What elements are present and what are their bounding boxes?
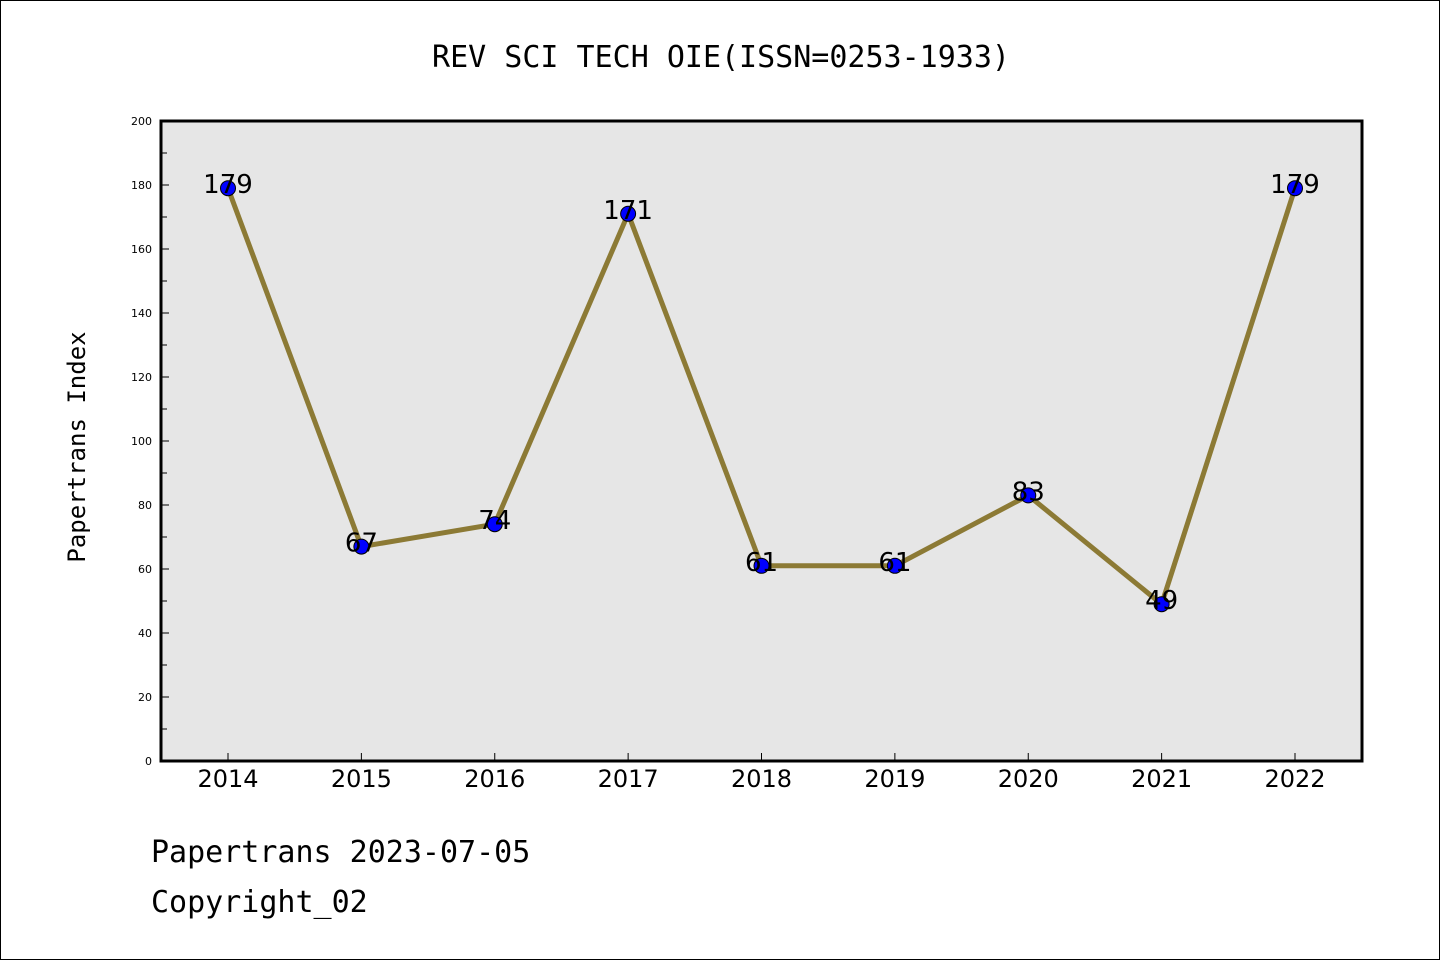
- data-point-2022: [1287, 180, 1303, 197]
- series-markers: [220, 180, 1303, 613]
- line-segment: [892, 492, 1031, 569]
- data-point-2016: [486, 516, 503, 533]
- plot-area: [159, 119, 1364, 763]
- y-tick-label: 180: [131, 179, 152, 192]
- series-line: [225, 185, 1298, 607]
- y-tick-label: 200: [131, 115, 152, 128]
- x-tick-label: 2017: [598, 765, 659, 793]
- x-tick-label: 2021: [1131, 765, 1192, 793]
- line-segment: [1025, 492, 1165, 607]
- y-tick-label: 160: [131, 243, 152, 256]
- data-label-2021: 49: [1145, 586, 1178, 616]
- data-labels: 179 67 74 171 61 61 83 49 179: [203, 170, 1320, 616]
- footer-copyright: Copyright_02: [151, 885, 368, 920]
- data-label-2022: 179: [1270, 170, 1320, 200]
- line-segment: [358, 521, 498, 550]
- y-tick-label: 20: [138, 691, 152, 704]
- x-tick-label: 2019: [864, 765, 925, 793]
- y-tick-label: 140: [131, 307, 152, 320]
- y-axis-label: Papertrans Index: [63, 331, 91, 562]
- data-point-2021: [1153, 596, 1170, 613]
- data-label-2017: 171: [603, 196, 653, 226]
- footer-date: Papertrans 2023-07-05: [151, 835, 531, 870]
- y-tick-label: 60: [138, 563, 152, 576]
- x-tick-label: 2015: [331, 765, 392, 793]
- data-point-2014: [220, 180, 236, 197]
- data-label-2015: 67: [345, 529, 378, 559]
- y-axis: 0 20 40 60 80 100 120 140 160 180 200: [131, 115, 169, 768]
- data-point-2020: [1020, 487, 1037, 504]
- data-label-2014: 179: [203, 170, 253, 200]
- y-tick-label: 80: [138, 499, 152, 512]
- data-label-2020: 83: [1012, 477, 1045, 507]
- data-label-2016: 74: [478, 506, 511, 536]
- x-tick-label: 2022: [1264, 765, 1325, 793]
- x-axis: 2014 2015 2016 2017 2018 2019 2020 2021 2022: [197, 753, 1326, 793]
- line-segment: [225, 185, 364, 550]
- data-point-2018: [753, 557, 770, 574]
- data-point-2015: [353, 538, 370, 555]
- chart-title: REV SCI TECH OIE(ISSN=0253-1933): [432, 40, 1010, 75]
- line-segment: [625, 211, 764, 569]
- x-tick-label: 2018: [731, 765, 792, 793]
- line-segment: [1159, 185, 1298, 607]
- data-label-2018: 61: [745, 548, 778, 578]
- line-segment: [492, 211, 631, 527]
- data-point-2019: [886, 557, 903, 574]
- y-tick-label: 40: [138, 627, 152, 640]
- y-tick-label: 120: [131, 371, 152, 384]
- data-label-2019: 61: [878, 548, 911, 578]
- x-tick-label: 2016: [464, 765, 525, 793]
- y-tick-label: 100: [131, 435, 152, 448]
- x-tick-label: 2020: [998, 765, 1059, 793]
- y-tick-label: 0: [145, 755, 152, 768]
- x-tick-label: 2014: [197, 765, 258, 793]
- data-point-2017: [620, 205, 637, 222]
